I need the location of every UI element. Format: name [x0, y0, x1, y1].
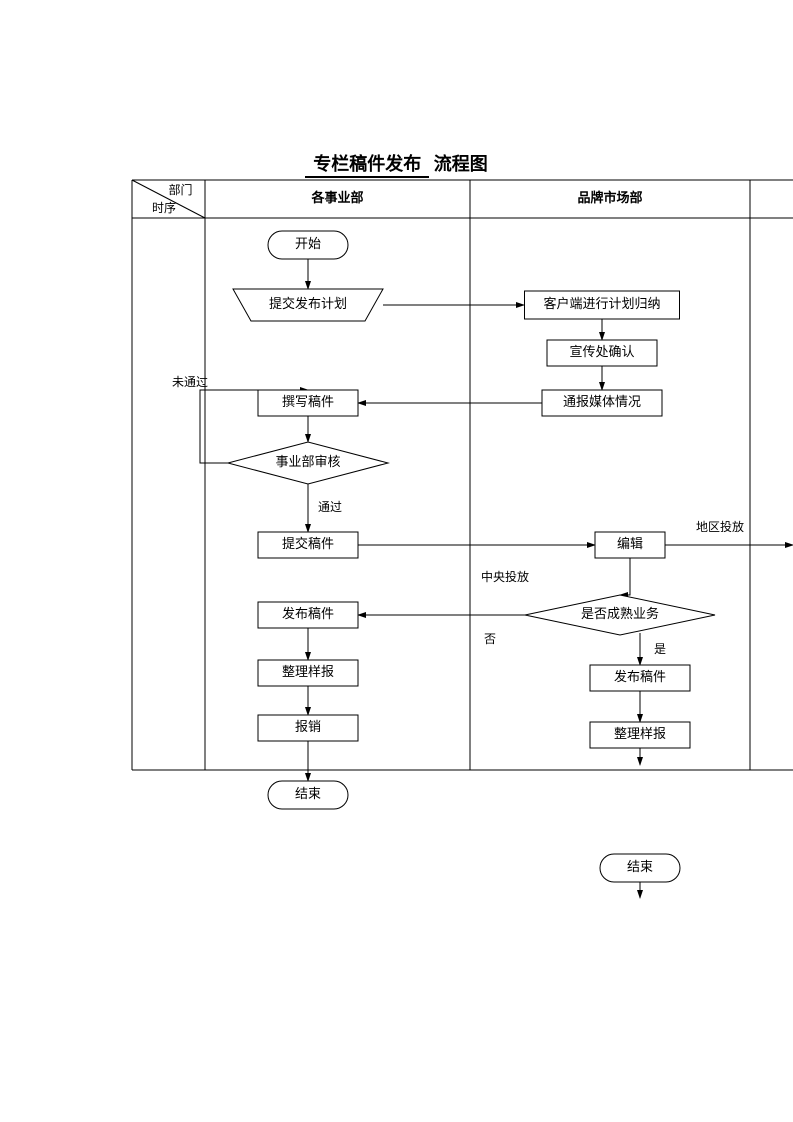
svg-text:品牌市场部: 品牌市场部: [577, 190, 642, 205]
node-label: 报销: [295, 719, 321, 734]
node-label: 发布稿件: [282, 606, 334, 621]
svg-text:部门: 部门: [168, 182, 192, 197]
node-label: 提交发布计划: [269, 296, 347, 311]
node-plan: 提交发布计划: [233, 289, 383, 321]
node-pub2: 发布稿件: [590, 665, 690, 691]
node-pub1: 发布稿件: [258, 602, 358, 628]
svg-text:时序: 时序: [152, 200, 176, 215]
node-label: 提交稿件: [282, 536, 334, 551]
node-review: 事业部审核: [228, 442, 388, 484]
node-label: 整理样报: [282, 664, 334, 679]
node-confirm: 宣传处确认: [547, 340, 657, 366]
node-samp2: 整理样报: [590, 722, 690, 748]
svg-text:各事业部: 各事业部: [310, 190, 363, 205]
node-label: 宣传处确认: [569, 344, 634, 359]
node-label: 结束: [627, 859, 653, 874]
node-mature: 是否成熟业务: [525, 595, 715, 635]
edge-label: 地区投放: [696, 519, 744, 534]
node-client: 客户端进行计划归纳: [525, 291, 680, 319]
edge-label: 通过: [318, 500, 342, 514]
swimlane-table: 部门时序 各事业部 品牌市场部: [132, 180, 793, 770]
edge-label: 否: [484, 632, 496, 646]
node-label: 是否成熟业务: [581, 606, 659, 621]
node-label: 通报媒体情况: [563, 394, 641, 409]
flowchart-canvas: 部门时序 各事业部 品牌市场部 未通过通过地区投放中央投放否是 开始提交发布计划 客户…: [0, 0, 793, 1122]
node-write: 撰写稿件: [258, 390, 358, 416]
node-label: 结束: [295, 786, 321, 801]
node-media: 通报媒体情况: [542, 390, 662, 416]
node-label: 开始: [295, 236, 321, 251]
node-end1: 结束: [268, 781, 348, 809]
edge-label: 中央投放: [481, 569, 529, 584]
nodes-layer: 开始提交发布计划 客户端进行计划归纳宣传处确认通报媒体情况 撰写稿件事业部审核提交稿…: [228, 231, 715, 882]
edges-layer: 未通过通过地区投放中央投放否是: [172, 259, 793, 898]
node-end2: 结束: [600, 854, 680, 882]
node-label: 客户端进行计划归纳: [543, 296, 660, 311]
node-label: 整理样报: [614, 726, 666, 741]
edge-label: 未通过: [172, 375, 208, 389]
node-label: 事业部审核: [275, 454, 340, 469]
node-edit: 编辑: [595, 532, 665, 558]
edge-label: 是: [654, 642, 666, 656]
node-label: 撰写稿件: [282, 394, 334, 409]
node-label: 编辑: [617, 536, 643, 551]
edge: [620, 558, 630, 595]
node-reimb: 报销: [258, 715, 358, 741]
node-submit: 提交稿件: [258, 532, 358, 558]
node-label: 发布稿件: [614, 669, 666, 684]
node-samp1: 整理样报: [258, 660, 358, 686]
node-start: 开始: [268, 231, 348, 259]
